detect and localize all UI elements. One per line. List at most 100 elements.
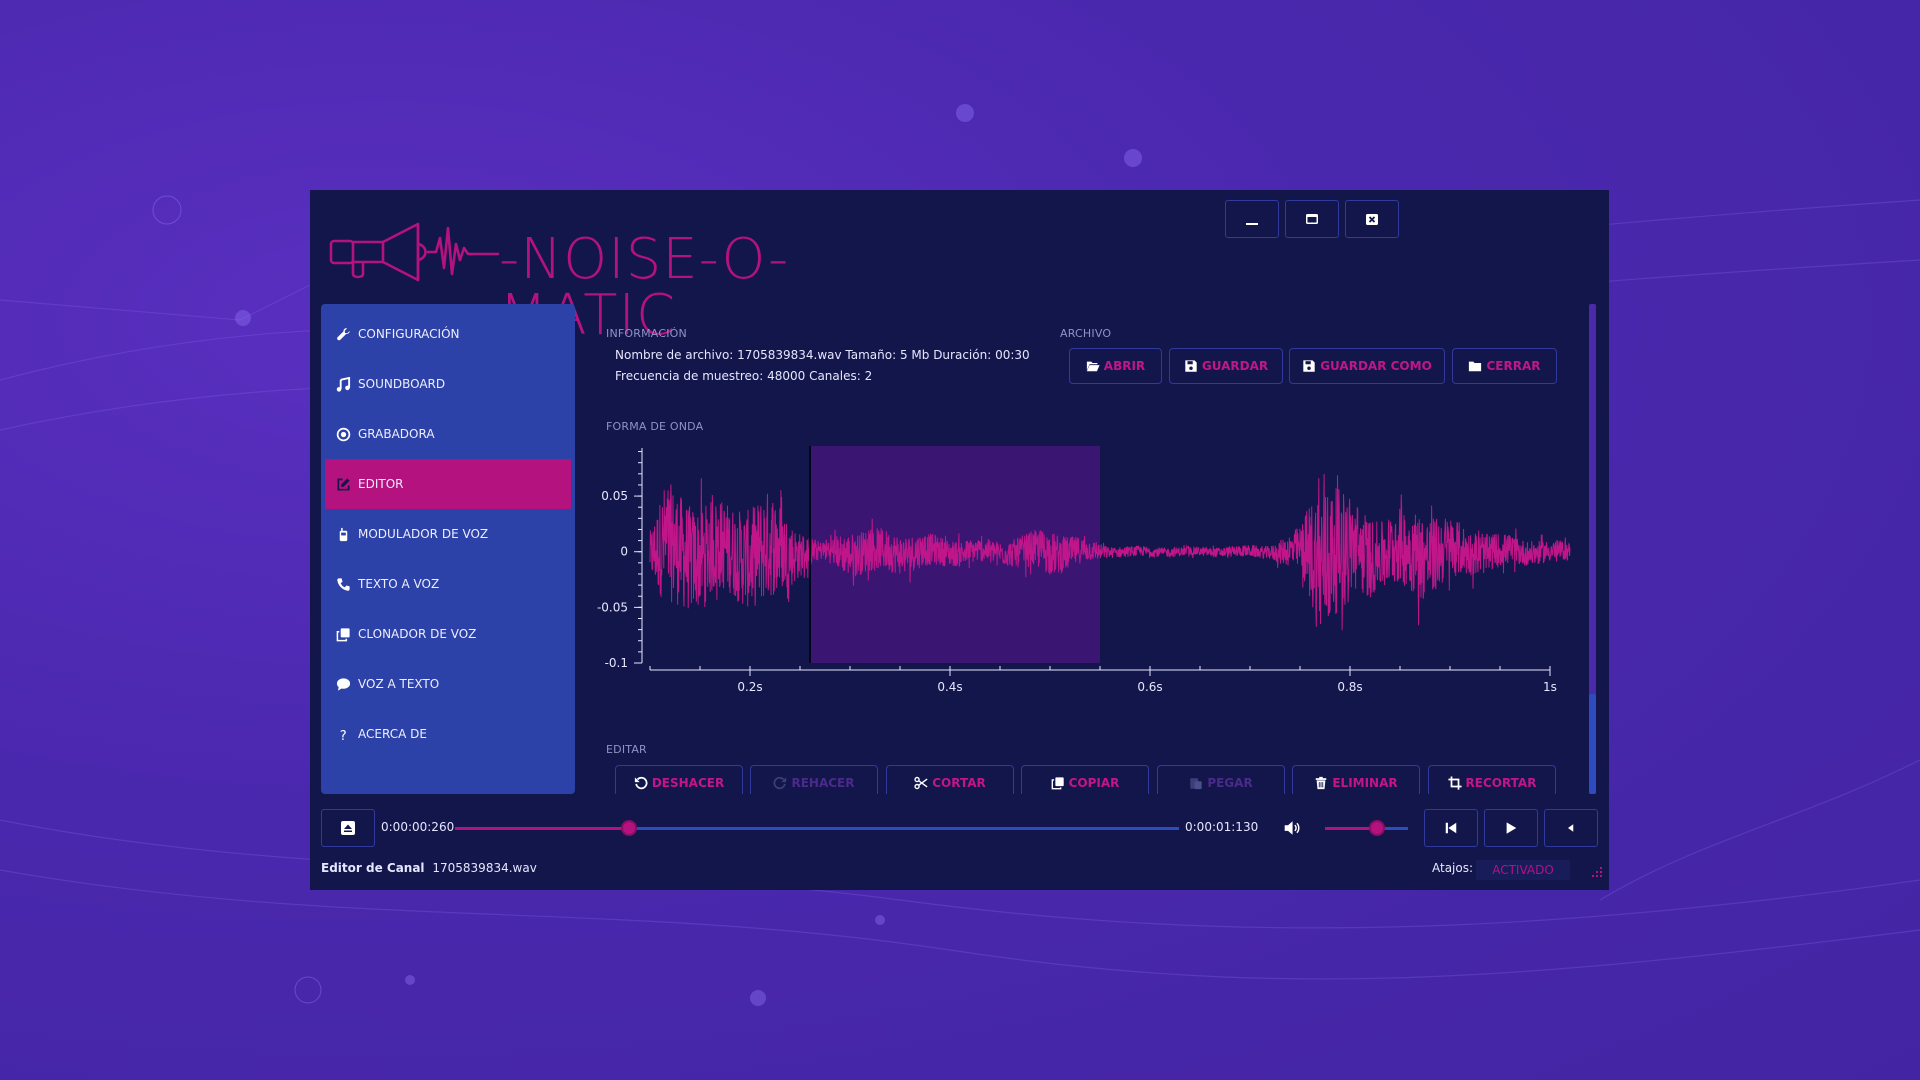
eject-icon bbox=[341, 821, 355, 835]
undo-button[interactable]: DESHACER bbox=[615, 765, 743, 794]
save-button-label: GUARDAR bbox=[1201, 359, 1269, 373]
file-info-line: Nombre de archivo: 1705839834.wav Tamaño… bbox=[615, 348, 1030, 362]
minimize-button[interactable] bbox=[1225, 200, 1279, 238]
shortcuts-label: Atajos: bbox=[1432, 861, 1474, 875]
sidebar-item-configuracion[interactable]: CONFIGURACIÓN bbox=[325, 309, 571, 359]
eject-button[interactable] bbox=[321, 809, 375, 847]
save-button[interactable]: GUARDAR bbox=[1169, 348, 1283, 384]
record-icon bbox=[333, 424, 353, 444]
sidebar-item-soundboard[interactable]: SOUNDBOARD bbox=[325, 359, 571, 409]
status-bar: Editor de Canal 1705839834.wav bbox=[321, 861, 537, 875]
close-file-button[interactable]: CERRAR bbox=[1452, 348, 1557, 384]
reverse-button[interactable] bbox=[1544, 809, 1598, 847]
walkie-talkie-icon bbox=[333, 524, 353, 544]
sidebar-item-clonador-de-voz[interactable]: CLONADOR DE VOZ bbox=[325, 609, 571, 659]
edit-toolbar: DESHACER REHACER CORTAR COPIAR PEGAR ELI… bbox=[600, 760, 1590, 794]
x-tick-label: 0.4s bbox=[937, 680, 962, 694]
x-tick-label: 0.6s bbox=[1137, 680, 1162, 694]
copy-button-label: COPIAR bbox=[1068, 776, 1120, 790]
crop-button[interactable]: RECORTAR bbox=[1428, 765, 1556, 794]
seek-handle[interactable] bbox=[620, 820, 637, 836]
app-title: -NOISE-O-MATIC bbox=[499, 227, 790, 348]
trash-icon bbox=[1316, 776, 1327, 790]
minimize-icon bbox=[1246, 223, 1258, 225]
status-filename: 1705839834.wav bbox=[432, 861, 537, 875]
sidebar-item-label: GRABADORA bbox=[358, 427, 435, 441]
music-icon bbox=[333, 374, 353, 394]
clone-icon bbox=[333, 624, 353, 644]
volume-button[interactable] bbox=[1283, 819, 1301, 837]
svg-text:?: ? bbox=[339, 729, 346, 742]
edit-icon bbox=[333, 474, 353, 494]
app-window: -NOISE-O-MATIC CONFIGURACIÓN SOUNDBOARD … bbox=[310, 190, 1609, 890]
chat-icon bbox=[333, 674, 353, 694]
scissors-icon bbox=[914, 776, 928, 790]
volume-fill bbox=[1325, 827, 1378, 830]
sidebar-item-label: SOUNDBOARD bbox=[358, 377, 446, 391]
sidebar-item-label: CLONADOR DE VOZ bbox=[358, 627, 477, 641]
save-as-button-label: GUARDAR COMO bbox=[1320, 359, 1432, 373]
folder-icon bbox=[1469, 361, 1482, 372]
redo-button-label: REHACER bbox=[791, 776, 855, 790]
delete-button[interactable]: ELIMINAR bbox=[1292, 765, 1420, 794]
volume-handle[interactable] bbox=[1369, 820, 1386, 836]
sidebar-item-label: VOZ A TEXTO bbox=[358, 677, 440, 691]
copy-icon bbox=[1051, 777, 1064, 790]
skip-back-button[interactable] bbox=[1424, 809, 1478, 847]
volume-slider[interactable] bbox=[1325, 812, 1408, 844]
x-tick-label: 0.2s bbox=[737, 680, 762, 694]
copy-button[interactable]: COPIAR bbox=[1021, 765, 1149, 794]
sidebar-item-voz-a-texto[interactable]: VOZ A TEXTO bbox=[325, 659, 571, 709]
y-tick-label: -0.05 bbox=[597, 600, 628, 614]
cut-button[interactable]: CORTAR bbox=[886, 765, 1014, 794]
redo-button[interactable]: REHACER bbox=[750, 765, 878, 794]
shortcuts-status-badge[interactable]: ACTIVADO bbox=[1476, 860, 1570, 880]
save-as-button[interactable]: GUARDAR COMO bbox=[1289, 348, 1445, 384]
edit-section-label: EDITAR bbox=[606, 743, 647, 756]
skip-back-icon bbox=[1445, 822, 1457, 834]
play-button[interactable] bbox=[1484, 809, 1538, 847]
close-button[interactable] bbox=[1345, 200, 1399, 238]
sidebar-item-texto-a-voz[interactable]: TEXTO A VOZ bbox=[325, 559, 571, 609]
x-tick-label: 0.8s bbox=[1337, 680, 1362, 694]
waveform-series-line bbox=[649, 473, 1571, 631]
sidebar-nav: CONFIGURACIÓN SOUNDBOARD GRABADORA EDITO… bbox=[321, 304, 575, 794]
sidebar-item-modulador-de-voz[interactable]: MODULADOR DE VOZ bbox=[325, 509, 571, 559]
undo-icon bbox=[634, 776, 648, 790]
sidebar-item-label: ACERCA DE bbox=[358, 727, 427, 741]
delete-button-label: ELIMINAR bbox=[1332, 776, 1398, 790]
question-icon: ? bbox=[333, 724, 353, 744]
paste-icon bbox=[1190, 778, 1202, 790]
sample-info-line: Frecuencia de muestreo: 48000 Canales: 2 bbox=[615, 369, 873, 383]
seek-fill bbox=[455, 827, 629, 830]
y-tick-label: -0.1 bbox=[605, 656, 628, 670]
x-tick-label: 1s bbox=[1543, 680, 1557, 694]
sidebar-item-label: MODULADOR DE VOZ bbox=[358, 527, 489, 541]
app-logo: -NOISE-O-MATIC bbox=[328, 208, 888, 344]
sidebar-item-grabadora[interactable]: GRABADORA bbox=[325, 409, 571, 459]
phone-icon bbox=[333, 574, 353, 594]
content-scrollbar-thumb[interactable] bbox=[1589, 694, 1596, 794]
undo-button-label: DESHACER bbox=[651, 776, 725, 790]
paste-button-label: PEGAR bbox=[1207, 776, 1253, 790]
cut-button-label: CORTAR bbox=[932, 776, 986, 790]
redo-icon bbox=[774, 776, 787, 790]
content-scrollbar[interactable] bbox=[1589, 304, 1596, 794]
paste-button[interactable]: PEGAR bbox=[1157, 765, 1285, 794]
sidebar-item-label: TEXTO A VOZ bbox=[358, 577, 440, 591]
maximize-button[interactable] bbox=[1285, 200, 1339, 238]
waveform-section-label: FORMA DE ONDA bbox=[606, 420, 704, 433]
waveform-chart[interactable]: 0.05 0 -0.05 -0.1 0.2s 0.4s 0.6s 0.8s 1s bbox=[590, 438, 1590, 698]
crop-button-label: RECORTAR bbox=[1465, 776, 1537, 790]
seek-slider[interactable] bbox=[455, 812, 1179, 844]
info-section-label: INFORMACIÓN bbox=[606, 327, 687, 340]
current-time: 0:00:00:260 bbox=[381, 820, 455, 834]
open-button[interactable]: ABRIR bbox=[1069, 348, 1162, 384]
sidebar-item-acerca-de[interactable]: ? ACERCA DE bbox=[325, 709, 571, 759]
sidebar-item-label: CONFIGURACIÓN bbox=[358, 327, 460, 341]
close-icon bbox=[1366, 214, 1378, 225]
sidebar-item-label: EDITOR bbox=[358, 477, 404, 491]
y-tick-label: 0.05 bbox=[601, 489, 628, 503]
resize-grip-icon[interactable] bbox=[1589, 864, 1603, 878]
sidebar-item-editor[interactable]: EDITOR bbox=[325, 459, 571, 509]
